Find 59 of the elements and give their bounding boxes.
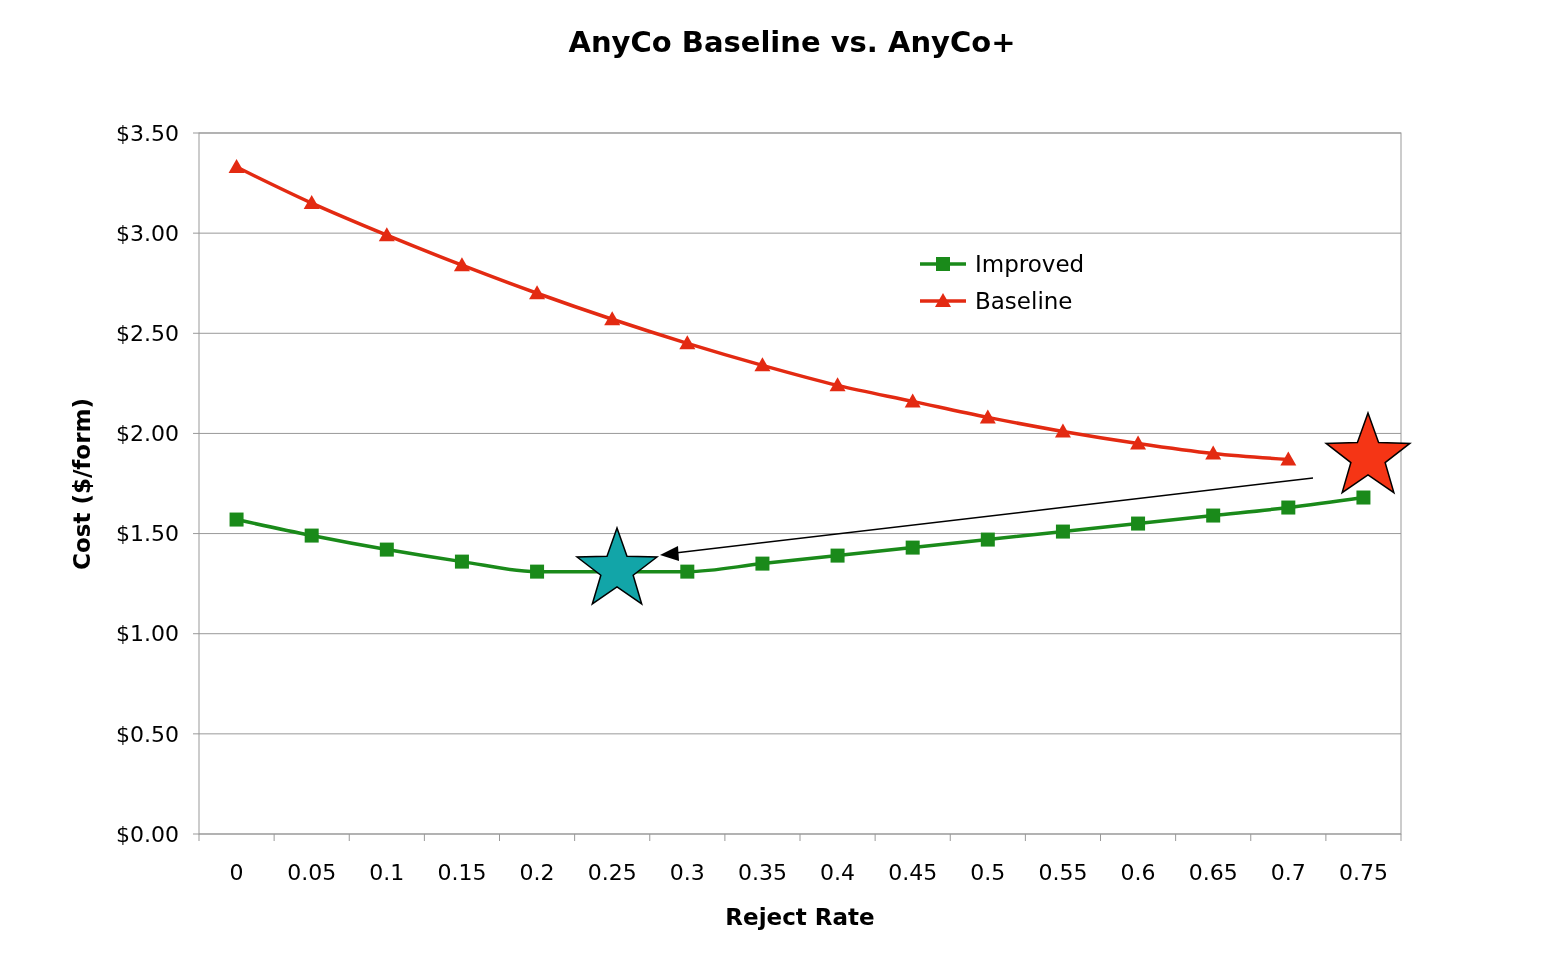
point — [229, 512, 244, 527]
point — [530, 564, 545, 579]
y-tick-label: $3.50 — [116, 120, 179, 146]
point — [755, 556, 770, 571]
point — [1280, 451, 1297, 466]
x-axis-title: Reject Rate — [725, 904, 875, 931]
point — [1281, 500, 1296, 515]
point — [1131, 516, 1146, 531]
point — [980, 532, 995, 547]
y-tick-label: $2.00 — [116, 421, 179, 447]
point — [830, 548, 845, 563]
x-tick-label: 0.75 — [1338, 859, 1388, 885]
point — [1206, 508, 1221, 523]
point — [680, 564, 695, 579]
point — [228, 159, 245, 174]
x-tick-label: 0.55 — [1038, 859, 1088, 885]
point — [754, 357, 771, 372]
point — [454, 554, 469, 569]
point — [979, 409, 996, 424]
point — [453, 257, 470, 272]
point — [1205, 445, 1222, 460]
x-tick-label: 0.05 — [287, 859, 337, 885]
point — [604, 311, 621, 326]
x-tick-label: 0.3 — [669, 859, 705, 885]
y-tick-label: $3.00 — [116, 220, 179, 246]
x-tick-label: 0.4 — [820, 859, 856, 885]
x-tick-label: 0.5 — [970, 859, 1006, 885]
point — [1356, 490, 1371, 505]
legend-label: Baseline — [975, 288, 1073, 315]
point — [1055, 524, 1070, 539]
y-axis-title: Cost ($/form) — [69, 398, 96, 570]
point — [1130, 435, 1147, 450]
point — [905, 540, 920, 555]
point — [679, 335, 696, 350]
point — [378, 227, 395, 242]
point — [379, 542, 394, 557]
x-tick-label: 0.1 — [369, 859, 405, 885]
y-tick-label: $0.00 — [116, 821, 179, 847]
x-tick-label: 0.45 — [888, 859, 938, 885]
x-tick-label: 0 — [229, 859, 244, 885]
point — [529, 285, 546, 300]
x-tick-label: 0.7 — [1270, 859, 1306, 885]
x-tick-label: 0.6 — [1120, 859, 1156, 885]
y-tick-label: $1.00 — [116, 621, 179, 647]
point — [303, 195, 320, 210]
y-tick-label: $1.50 — [116, 521, 179, 547]
y-tick-label: $2.50 — [116, 320, 179, 346]
chart-title: AnyCo Baseline vs. AnyCo+ — [568, 25, 1016, 59]
point — [304, 528, 319, 543]
y-tick-label: $0.50 — [116, 721, 179, 747]
point — [829, 377, 846, 392]
x-tick-label: 0.25 — [587, 859, 637, 885]
point — [904, 393, 921, 408]
x-tick-label: 0.2 — [519, 859, 555, 885]
point — [1054, 423, 1071, 438]
x-tick-label: 0.65 — [1188, 859, 1238, 885]
x-tick-label: 0.35 — [737, 859, 787, 885]
legend-label: Improved — [975, 251, 1085, 278]
x-tick-label: 0.15 — [437, 859, 487, 885]
